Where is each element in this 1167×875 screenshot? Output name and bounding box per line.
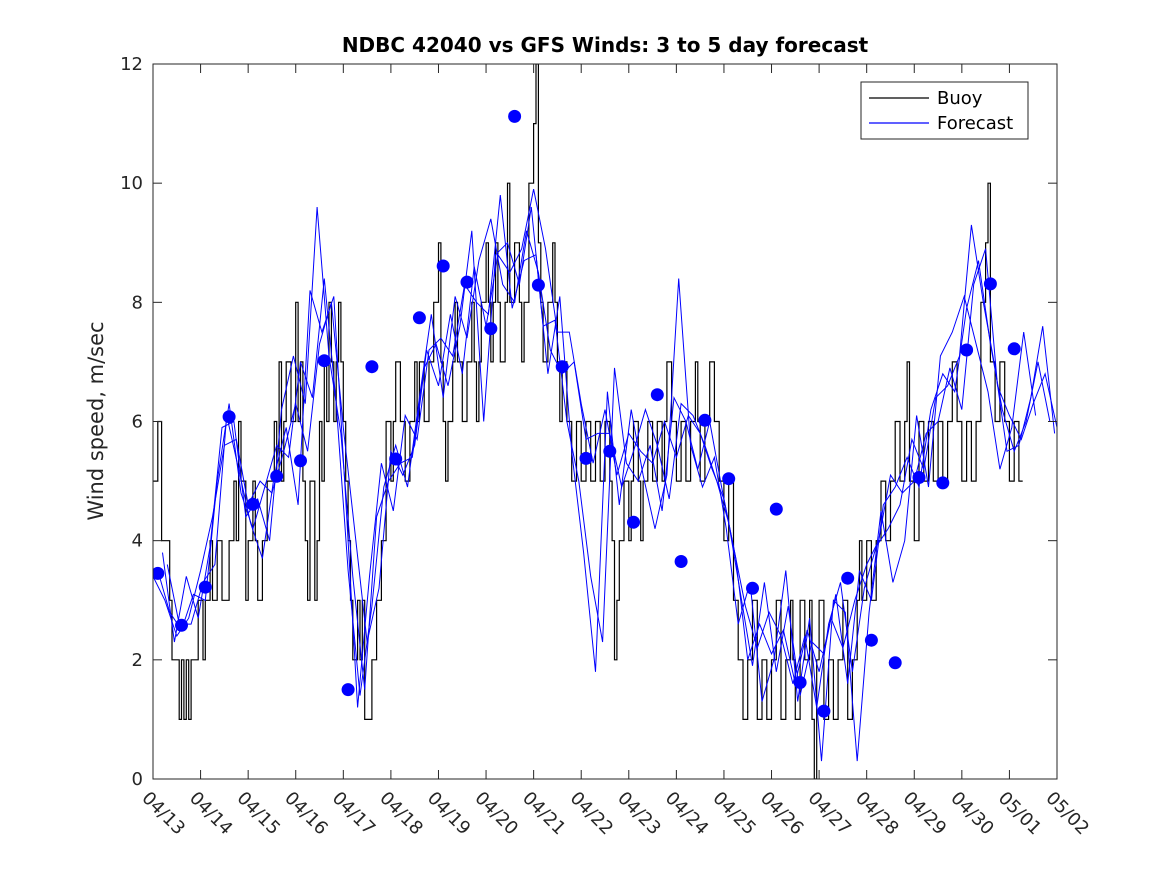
forecast-marker-6 — [270, 469, 284, 483]
forecast-marker-7 — [294, 454, 307, 468]
y-tick-label: 0 — [132, 769, 143, 790]
forecast-marker-9 — [341, 683, 355, 697]
y-tick-label: 10 — [120, 173, 143, 194]
forecast-marker-31 — [864, 633, 878, 647]
forecast-marker-1 — [153, 566, 165, 580]
forecast-marker-30 — [841, 571, 855, 585]
forecast-marker-16 — [508, 109, 522, 123]
forecast-marker-27 — [769, 502, 783, 516]
forecast-marker-4 — [222, 410, 236, 424]
y-tick-label: 8 — [132, 292, 143, 313]
y-tick-label: 4 — [132, 531, 143, 552]
forecast-marker-2 — [175, 618, 188, 632]
forecast-marker-34 — [936, 476, 950, 490]
chart-title: NDBC 42040 vs GFS Winds: 3 to 5 day fore… — [342, 33, 869, 57]
buoy-series-line — [153, 64, 1023, 779]
forecast-run-1 — [153, 189, 1057, 684]
legend-label-forecast: Forecast — [937, 113, 1013, 134]
forecast-marker-33 — [912, 471, 926, 484]
forecast-marker-15 — [484, 322, 498, 336]
forecast-marker-36 — [983, 277, 997, 291]
forecast-marker-22 — [650, 388, 664, 402]
forecast-marker-25 — [722, 472, 736, 486]
forecast-marker-5 — [246, 497, 260, 511]
forecast-marker-23 — [674, 555, 688, 568]
forecast-marker-29 — [817, 704, 831, 718]
forecast-marker-26 — [746, 581, 759, 595]
legend: Buoy Forecast — [860, 81, 1029, 140]
y-tick-label: 6 — [132, 412, 143, 433]
plot-area — [153, 64, 1057, 779]
legend-box — [860, 81, 1029, 140]
forecast-marker-28 — [793, 676, 807, 689]
forecast-marker-19 — [579, 451, 593, 465]
forecast-run-3 — [162, 206, 1056, 708]
forecast-marker-12 — [412, 311, 426, 325]
forecast-marker-11 — [389, 452, 403, 466]
forecast-marker-21 — [627, 515, 640, 529]
forecast-marker-35 — [960, 343, 974, 357]
forecast-marker-20 — [603, 444, 617, 458]
forecast-marker-14 — [460, 275, 474, 289]
forecast-marker-13 — [436, 259, 450, 273]
forecast-marker-3 — [198, 580, 212, 594]
forecast-marker-17 — [531, 278, 545, 292]
forecast-run-4 — [166, 195, 1037, 762]
forecast-marker-10 — [365, 360, 379, 374]
forecast-marker-37 — [1007, 342, 1021, 356]
legend-label-buoy: Buoy — [937, 88, 983, 109]
forecast-marker-24 — [698, 413, 712, 427]
forecast-marker-18 — [555, 360, 569, 374]
forecast-marker-32 — [888, 656, 902, 670]
y-tick-label: 12 — [120, 54, 143, 75]
forecast-marker-8 — [317, 354, 331, 368]
y-axis-label: Wind speed, m/sec — [84, 321, 108, 520]
y-tick-label: 2 — [132, 650, 143, 671]
